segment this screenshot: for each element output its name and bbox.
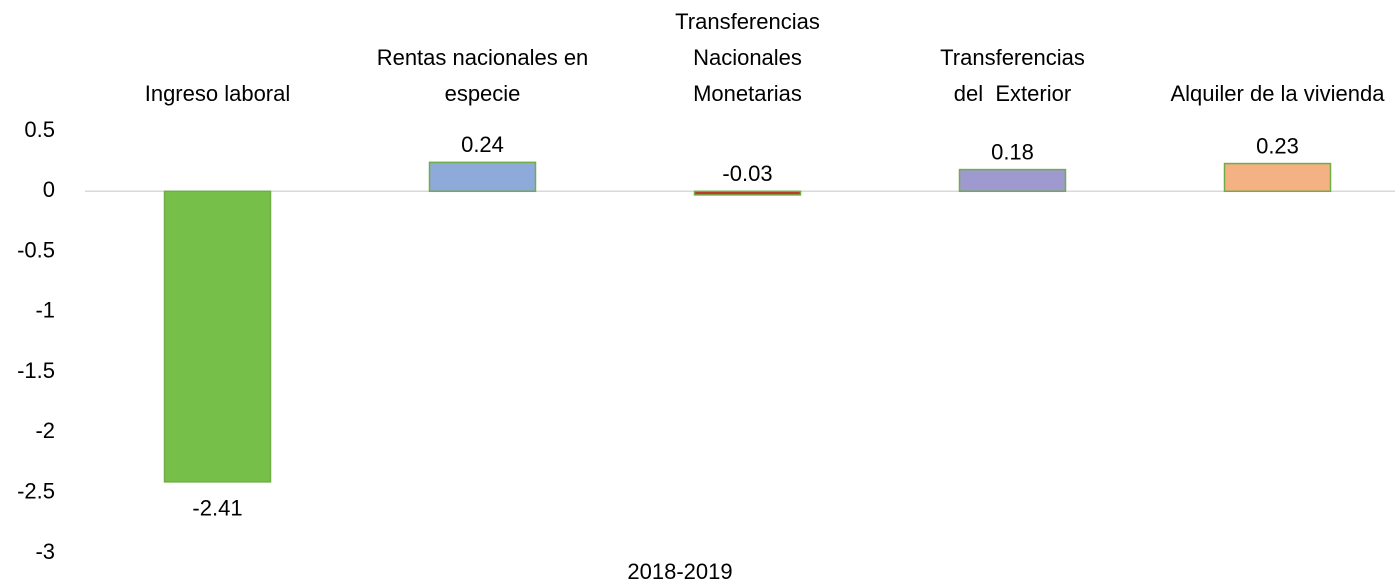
y-tick-label: -2 bbox=[35, 418, 55, 443]
y-tick-label: -2.5 bbox=[17, 479, 55, 504]
bar bbox=[958, 168, 1067, 193]
data-label: 0.24 bbox=[461, 132, 504, 157]
data-label: 0.23 bbox=[1256, 133, 1299, 158]
y-tick-label: -1 bbox=[35, 298, 55, 323]
x-tick-label: Rentas nacionales en especie bbox=[377, 45, 589, 106]
data-label: 0.18 bbox=[991, 139, 1034, 164]
data-label: -0.03 bbox=[722, 161, 772, 186]
x-tick-label: Ingreso laboral bbox=[145, 81, 291, 106]
bar bbox=[693, 190, 802, 196]
x-axis-label: 2018-2019 bbox=[627, 559, 732, 583]
data-label: -2.41 bbox=[192, 496, 242, 521]
x-tick-label: Transferencias Nacionales Monetarias bbox=[675, 9, 820, 106]
y-tick-label: 0.5 bbox=[24, 117, 55, 142]
bar bbox=[1223, 162, 1332, 193]
x-tick-label: Alquiler de la vivienda bbox=[1170, 81, 1385, 106]
x-tick-label: Transferencias del Exterior bbox=[940, 45, 1085, 106]
y-tick-label: 0 bbox=[43, 177, 55, 202]
y-tick-label: -3 bbox=[35, 539, 55, 564]
bar bbox=[163, 190, 272, 483]
y-tick-label: -0.5 bbox=[17, 237, 55, 262]
y-tick-label: -1.5 bbox=[17, 358, 55, 383]
bar bbox=[428, 161, 537, 193]
